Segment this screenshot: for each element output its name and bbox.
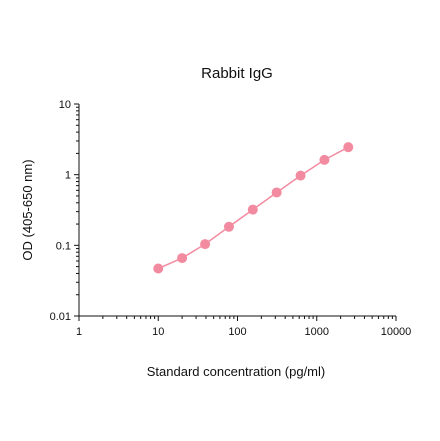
chart-title: Rabbit IgG <box>201 65 273 82</box>
y-tick-label: 0.01 <box>50 311 71 323</box>
data-point <box>177 253 188 264</box>
x-tick-label: 1000 <box>305 326 329 338</box>
y-tick-label: 1 <box>65 170 71 182</box>
x-tick-label: 1 <box>76 326 82 338</box>
data-point <box>223 221 234 232</box>
data-point <box>271 187 282 198</box>
x-axis-label: Standard concentration (pg/ml) <box>147 364 325 379</box>
x-tick-label: 10 <box>152 326 164 338</box>
data-point <box>200 239 211 250</box>
x-tick-label: 100 <box>228 326 246 338</box>
x-tick-label: 10000 <box>381 326 412 338</box>
data-point <box>343 142 354 153</box>
data-point <box>319 154 330 165</box>
axes <box>78 104 396 317</box>
data-point <box>247 204 258 215</box>
y-axis-label: OD (405-650 nm) <box>20 159 35 260</box>
data-point <box>153 263 164 274</box>
data-point <box>295 170 306 181</box>
series <box>153 142 354 274</box>
ticks: 1 10 100 1000 10000 0.01 0.1 1 10 <box>50 99 412 338</box>
y-tick-label: 0.1 <box>56 240 71 252</box>
y-tick-label: 10 <box>59 99 71 111</box>
